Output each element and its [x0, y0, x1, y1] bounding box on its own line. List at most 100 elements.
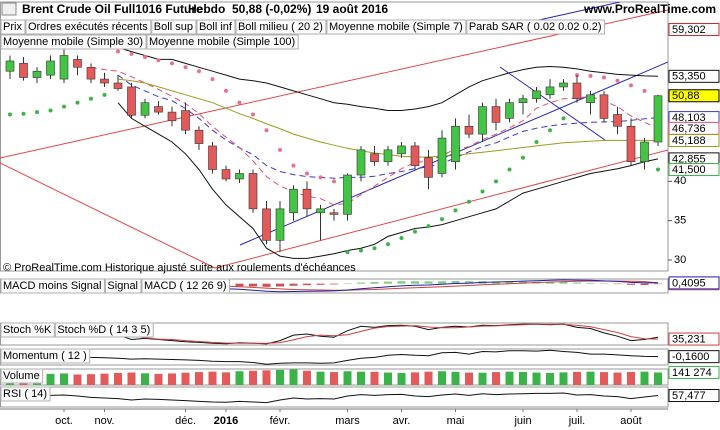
candle-body	[235, 173, 244, 180]
sar-dot	[224, 88, 228, 93]
legend-label: Boll inf	[199, 21, 233, 33]
last-value: 0,4095	[672, 277, 706, 289]
label-box	[668, 332, 720, 346]
candle-body	[572, 82, 582, 100]
last-value: 45,188	[672, 135, 706, 147]
sar-dot	[521, 155, 525, 160]
bar	[114, 373, 122, 385]
last-value: 48,103	[672, 112, 706, 124]
candle-body	[59, 55, 69, 80]
sar-dot	[305, 171, 309, 176]
legend-label: Stoch %K	[3, 324, 52, 336]
candle-body	[640, 141, 649, 162]
trend-line	[214, 149, 668, 269]
bar	[370, 281, 379, 284]
candle-body	[451, 125, 460, 162]
candle-body	[343, 174, 352, 215]
bar	[424, 281, 433, 284]
sar-dot	[602, 75, 606, 80]
bar	[181, 372, 190, 385]
legend-item: Boll milieu ( 20 2)	[235, 19, 327, 35]
bar	[330, 283, 338, 285]
label-box	[668, 23, 720, 37]
bar	[600, 372, 608, 385]
sar-dot	[507, 167, 512, 172]
legend-box	[141, 278, 231, 294]
bar	[357, 282, 365, 284]
candle-body	[383, 149, 393, 162]
legend-box	[466, 19, 606, 35]
sar-dot	[642, 88, 647, 93]
annotation: © ProRealTime.com Historique ajusté suit…	[3, 262, 356, 274]
legend-label: RSI ( 14)	[3, 388, 47, 400]
bar	[316, 371, 325, 385]
legend-box	[54, 322, 154, 338]
series-line	[117, 74, 659, 179]
candle-body	[208, 145, 217, 170]
legend-box	[0, 34, 147, 50]
bar	[384, 281, 392, 284]
legend-label: Moyenne mobile (Simple 30)	[3, 36, 143, 48]
legend-box	[0, 368, 44, 384]
candle-body	[626, 125, 636, 162]
candle-body	[505, 102, 514, 119]
legend-box	[151, 19, 197, 35]
bar	[573, 282, 581, 284]
series-line	[9, 349, 659, 365]
bar	[208, 371, 217, 385]
sar-dot	[35, 110, 39, 115]
bar	[627, 283, 635, 285]
candle-body	[518, 98, 528, 103]
label-box	[668, 365, 720, 379]
legend-item: Boll inf	[196, 19, 236, 35]
sar-dot	[399, 235, 404, 240]
series-line	[117, 102, 659, 259]
last-value: 57,477	[672, 390, 706, 402]
sar-dot	[345, 250, 350, 255]
candle-body	[221, 169, 231, 180]
bar	[370, 371, 379, 385]
bar	[303, 283, 311, 286]
bar	[411, 281, 419, 284]
sar-dot	[494, 179, 498, 184]
sar-dot	[251, 112, 255, 117]
legend-item: Moyenne mobile (Simple 30)	[0, 34, 147, 50]
bar	[438, 281, 446, 284]
bar	[640, 371, 649, 385]
bar	[357, 371, 365, 385]
x-tick-label: nov.	[95, 415, 115, 427]
label-box	[668, 163, 720, 177]
legend-item: MACD moins Signal	[0, 278, 105, 294]
bar	[438, 371, 446, 385]
bar	[262, 283, 271, 287]
sar-dot	[156, 58, 161, 63]
candle-body	[653, 95, 663, 143]
legend-label: Volume	[3, 370, 40, 382]
bar	[505, 371, 514, 385]
sar-dot	[197, 69, 201, 74]
bar	[100, 373, 109, 385]
candle-body	[370, 153, 379, 162]
bar	[627, 372, 635, 385]
candle-body	[140, 102, 150, 116]
legend-label: MACD ( 12 26 9)	[144, 280, 227, 292]
last-value-label: 0,4095	[668, 276, 720, 290]
legend-item: Volume	[0, 368, 44, 384]
trend-line	[529, 2, 621, 23]
last-value-label: 48,103	[668, 111, 720, 125]
sar-dot	[129, 51, 134, 56]
candle-body	[316, 208, 325, 214]
bar	[505, 281, 514, 284]
bar	[600, 283, 608, 284]
x-tick-label: 2016	[214, 415, 238, 427]
bar	[276, 283, 284, 287]
candle-body	[545, 86, 555, 96]
last-value-label: 41,500	[668, 163, 720, 177]
legend-item: Signal	[104, 278, 142, 294]
legend-item: MACD ( 12 26 9)	[141, 278, 231, 294]
legend-label: Moyenne mobile (Simple 100)	[149, 36, 295, 48]
bar	[465, 372, 473, 385]
sar-dot	[480, 189, 485, 194]
legend-box	[0, 348, 91, 364]
bar	[60, 373, 68, 385]
